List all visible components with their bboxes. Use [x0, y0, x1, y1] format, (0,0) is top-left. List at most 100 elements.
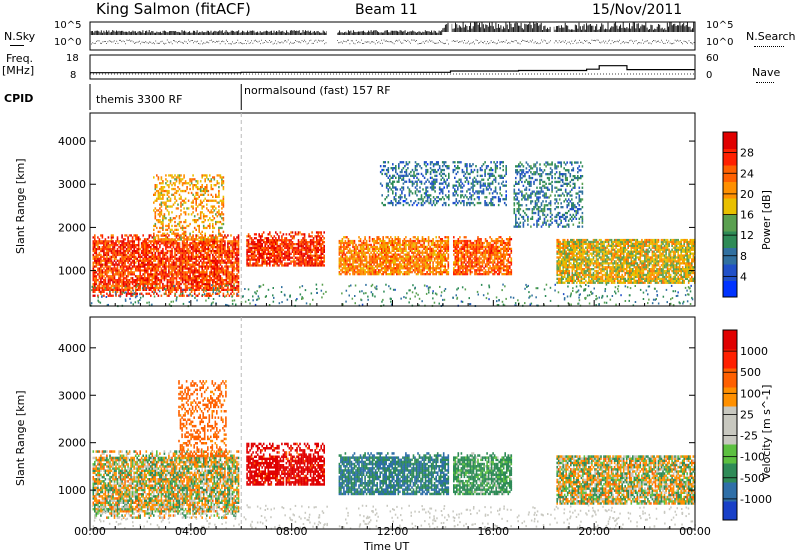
nsky-tick-top: 10^5 [54, 20, 82, 31]
power-colorbar-cell-1 [723, 264, 737, 281]
velocity-ytick-label-3: 4000 [58, 342, 86, 355]
xtick-label-1: 04:00 [175, 525, 207, 538]
nave-label: Nave [752, 66, 781, 79]
cpid-segment-1: themis 3300 RF [96, 93, 183, 106]
velocity-ytick-label-1: 2000 [58, 437, 86, 450]
xtick-label-6: 00:00 [679, 525, 711, 538]
velocity-colorbar-tick-label-6: -500 [740, 472, 765, 485]
beam-title: Beam 11 [355, 2, 418, 18]
power-colorbar-tick-label-5: 24 [740, 167, 754, 180]
freq-tick-top: 18 [66, 53, 79, 64]
nave-tick-bottom: 0 [706, 70, 713, 81]
power-region-4 [453, 236, 513, 276]
freq-tick-bottom: 8 [70, 70, 77, 81]
xtick-label-3: 12:00 [377, 525, 409, 538]
velocity-region-2 [246, 442, 325, 486]
velocity-colorbar-cell-9 [723, 330, 737, 350]
xtick-label-0: 00:00 [74, 525, 106, 538]
power-heatmap [90, 113, 696, 308]
power-region-6 [379, 161, 507, 207]
power-colorbar-tick-label-6: 28 [740, 147, 754, 160]
velocity-region-3 [338, 452, 450, 496]
power-region-7 [513, 161, 584, 228]
velocity-colorbar-tick-label-0: 1000 [740, 345, 768, 358]
power-colorbar-tick-label-3: 16 [740, 209, 754, 222]
nsearch-tick-top: 10^5 [706, 20, 734, 31]
velocity-colorbar-cell-1 [723, 482, 737, 502]
power-noise [90, 283, 694, 308]
power-colorbar-tick-label-2: 12 [740, 229, 754, 242]
xtick-label-4: 16:00 [477, 525, 509, 538]
velocity-colorbar-cell-8 [723, 349, 737, 369]
nsky-gap-0 [326, 23, 338, 49]
power-colorbar-cell-9 [723, 132, 737, 149]
nsearch-label: N.Search [746, 30, 796, 43]
cpid-segment-2: normalsound (fast) 157 RF [244, 84, 391, 97]
nsearch-legend-line [754, 46, 784, 47]
cpid-label: CPID [4, 92, 34, 105]
velocity-colorbar-frame [722, 329, 738, 521]
nave-tick-top: 60 [706, 53, 719, 64]
velocity-region-4 [453, 452, 513, 496]
velocity-region-1 [178, 380, 227, 458]
velocity-ytick-label-0: 1000 [58, 484, 86, 497]
power-ytick-label-3: 4000 [58, 135, 86, 148]
velocity-noise [91, 504, 696, 530]
power-colorbar-cell-5 [723, 198, 737, 215]
nsky-gap-2 [551, 23, 554, 49]
velocity-colorbar-tick-label-5: -100 [740, 451, 765, 464]
power-colorbar-tick-label-1: 8 [740, 250, 747, 263]
x-axis-title: Time UT [364, 540, 410, 553]
xtick-label-5: 20:00 [578, 525, 610, 538]
velocity-colorbar-tick-label-4: -25 [740, 430, 758, 443]
power-region-3 [338, 236, 450, 276]
power-colorbar-cell-3 [723, 231, 737, 248]
velocity-heatmap [90, 317, 696, 530]
nsky-legend-line [10, 45, 24, 46]
velocity-colorbar-tick-label-2: 100 [740, 387, 761, 400]
power-region-1 [153, 174, 225, 241]
velocity-colorbar-cell-0 [723, 501, 737, 521]
freq-strip-frame [89, 54, 696, 80]
velocity-region-0 [92, 450, 240, 519]
velocity-colorbar-cell-4 [723, 425, 737, 445]
velocity-colorbar-cell-5 [723, 406, 737, 426]
power-colorbar-tick-label-0: 4 [740, 270, 747, 283]
velocity-colorbar-cell-2 [723, 463, 737, 483]
power-colorbar-cell-0 [723, 280, 737, 298]
station-title: King Salmon (fitACF) [96, 0, 251, 18]
power-region-2 [246, 231, 325, 267]
date-title: 15/Nov/2011 [592, 2, 683, 18]
nsearch-series [90, 39, 695, 45]
nsky-label: N.Sky [4, 30, 36, 43]
xtick-label-2: 08:00 [276, 525, 308, 538]
velocity-colorbar-tick-label-3: 25 [740, 408, 754, 421]
nave-legend-line [756, 82, 774, 83]
cpid-dividers [89, 84, 242, 110]
nsearch-tick-bottom: 10^0 [706, 37, 734, 48]
power-colorbar-cell-8 [723, 148, 737, 166]
freq-series [90, 65, 695, 74]
power-region-5 [556, 238, 696, 284]
velocity-colorbar-tick-label-1: 500 [740, 366, 761, 379]
power-colorbar-cell-6 [723, 181, 737, 199]
nsky-tick-bottom: 10^0 [54, 37, 82, 48]
power-ytick-label-2: 3000 [58, 178, 86, 191]
velocity-colorbar-cell-7 [723, 368, 737, 388]
nsky-strip-frame [89, 21, 696, 51]
nsky-series [89, 22, 695, 35]
power-region-0 [92, 234, 240, 297]
velocity-region-5 [556, 455, 696, 505]
power-ytick-label-0: 1000 [58, 265, 86, 278]
velocity-colorbar-tick-label-7: -1000 [740, 493, 772, 506]
velocity-colorbar-cell-3 [723, 444, 737, 464]
power-colorbar-cell-4 [723, 214, 737, 232]
velocity-colorbar-cell-6 [723, 387, 737, 407]
power-ytick-label-1: 2000 [58, 221, 86, 234]
power-colorbar-tick-label-4: 20 [740, 188, 754, 201]
freq-unit: [MHz] [2, 64, 35, 77]
freq-label: Freq. [6, 52, 34, 65]
velocity-ytick-label-2: 3000 [58, 389, 86, 402]
nsky-gap-1 [449, 23, 452, 49]
